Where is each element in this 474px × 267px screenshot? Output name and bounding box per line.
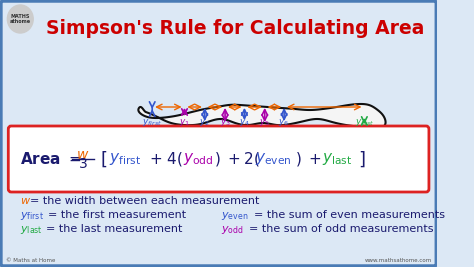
Text: $w$: $w$ [76,148,90,162]
FancyBboxPatch shape [1,1,436,266]
Text: $) \ +2($: $) \ +2($ [214,150,260,168]
Polygon shape [138,104,385,129]
Text: $y_{\rm even}$: $y_{\rm even}$ [255,151,292,167]
Text: $y_{first}$: $y_{first}$ [142,117,162,128]
Text: $y_{\rm odd}$: $y_{\rm odd}$ [182,151,213,167]
Text: $+ \ 4($: $+ \ 4($ [149,150,183,168]
Text: $y_{\rm last}$: $y_{\rm last}$ [322,151,352,167]
Text: = the sum of even measurements: = the sum of even measurements [254,210,445,220]
Text: Area $=$: Area $=$ [20,151,82,167]
Text: $y_3$: $y_3$ [219,117,230,128]
Text: MATHS
athome: MATHS athome [10,14,31,24]
Circle shape [8,5,33,33]
Text: © Maths at Home: © Maths at Home [6,258,55,263]
Text: $w$: $w$ [20,196,31,206]
Text: $y_2$: $y_2$ [199,117,210,128]
FancyBboxPatch shape [9,126,429,192]
Text: $y_{\rm first}$: $y_{\rm first}$ [109,151,141,167]
Text: $y_5$: $y_5$ [259,117,270,128]
Text: $y_1$: $y_1$ [179,117,190,128]
Text: $y_{\rm first}$: $y_{\rm first}$ [20,210,44,222]
Text: $y_{last}$: $y_{last}$ [355,117,374,128]
Text: $y_6$: $y_6$ [278,117,290,128]
Text: $y_{\rm last}$: $y_{\rm last}$ [20,224,43,236]
Text: $) \ + \ $: $) \ + \ $ [295,150,322,168]
Text: = the width between each measurement: = the width between each measurement [29,196,259,206]
Text: Simpson's Rule for Calculating Area: Simpson's Rule for Calculating Area [46,19,424,38]
Text: $[$: $[$ [100,149,107,169]
Text: $]$: $]$ [358,149,365,169]
Text: $y_{\rm odd}$: $y_{\rm odd}$ [221,224,244,236]
Text: $3$: $3$ [78,157,88,171]
Text: www.mathsathome.com: www.mathsathome.com [365,258,432,263]
Text: $y_4$: $y_4$ [239,117,250,128]
Text: = the sum of odd measurements: = the sum of odd measurements [249,224,434,234]
Text: = the first measurement: = the first measurement [48,210,186,220]
Text: = the last measurement: = the last measurement [46,224,182,234]
Text: $y_{\rm even}$: $y_{\rm even}$ [221,210,249,222]
